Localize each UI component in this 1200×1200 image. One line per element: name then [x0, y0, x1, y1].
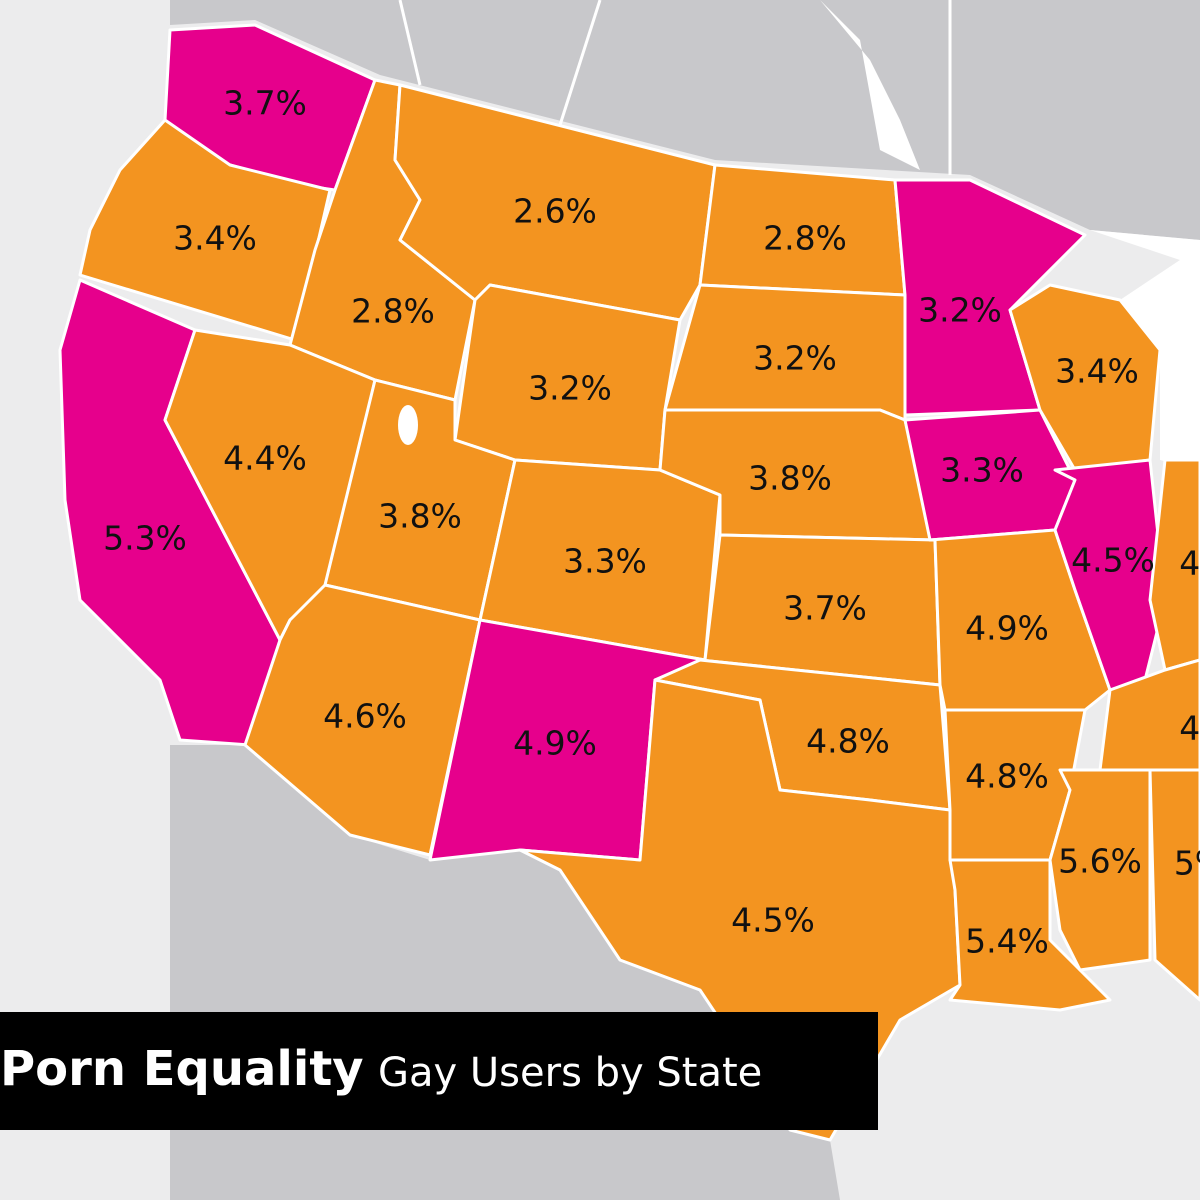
- state-label: 4.4%: [223, 439, 307, 478]
- state-label: 5.3%: [103, 519, 187, 558]
- state-label: 5.4%: [965, 922, 1049, 961]
- state-label: 3.2%: [918, 291, 1002, 330]
- state-label: 5%: [1174, 844, 1200, 883]
- labels: 3.7% 3.4% 5.3% 2.8% 2.6% 3.2% 4.4% 3.8% 3.3% 4.6%…: [103, 84, 1200, 961]
- state-shape: [1008, 283, 1162, 472]
- state-label: 3.7%: [783, 589, 867, 628]
- state-label: 3.4%: [173, 219, 257, 258]
- state-label: 5.6%: [1058, 842, 1142, 881]
- title: Porn Equality: [0, 1041, 364, 1097]
- states: [58, 23, 1200, 1142]
- salt-lake: [398, 405, 418, 445]
- state-label: 2.8%: [351, 292, 435, 331]
- state-label: 2.6%: [513, 192, 597, 231]
- state-label: 4.5%: [1071, 541, 1155, 580]
- state-shape: [948, 858, 1112, 1012]
- state-label: 3.8%: [378, 497, 462, 536]
- state-label: 3.4%: [1055, 352, 1139, 391]
- state-label: 3.7%: [223, 84, 307, 123]
- state-label: 2.8%: [763, 219, 847, 258]
- state-label: 4.9%: [513, 724, 597, 763]
- state-label: 3.8%: [748, 459, 832, 498]
- state-label: 4.: [1179, 544, 1200, 583]
- state-label: 4.8%: [965, 757, 1049, 796]
- state-shape: [478, 458, 722, 662]
- state-label: 3.3%: [563, 542, 647, 581]
- state-label: 3.2%: [528, 369, 612, 408]
- state-label: 4.: [1179, 709, 1200, 748]
- lake: [1090, 230, 1200, 470]
- state-label: 3.2%: [753, 339, 837, 378]
- subtitle: Gay Users by State: [378, 1050, 762, 1096]
- lake: [820, 0, 920, 170]
- state-label: 4.9%: [965, 609, 1049, 648]
- state-label: 4.8%: [806, 722, 890, 761]
- state-label: 4.5%: [731, 901, 815, 940]
- state-label: 4.6%: [323, 697, 407, 736]
- state-shape: [1148, 768, 1200, 1002]
- state-label: 3.3%: [940, 451, 1024, 490]
- state-shape: [1098, 658, 1200, 772]
- canada-borders: [398, 0, 952, 175]
- canada: [170, 0, 1200, 240]
- title-bar: [0, 1012, 878, 1130]
